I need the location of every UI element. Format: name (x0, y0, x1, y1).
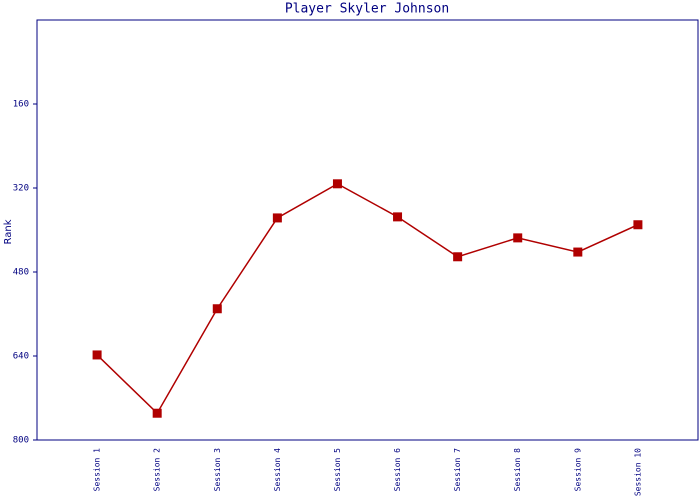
x-tick-label: Session 3 (213, 448, 222, 492)
y-tick-label: 320 (13, 184, 29, 194)
x-tick-label: Session 6 (393, 448, 402, 492)
marker (272, 213, 282, 223)
x-tick-label: Session 9 (573, 448, 582, 492)
y-axis-label: Rank (3, 219, 14, 244)
y-tick-label: 480 (13, 268, 29, 278)
marker (92, 350, 102, 360)
x-tick-label: Session 10 (633, 448, 642, 496)
y-tick-label: 800 (13, 436, 29, 446)
marker (633, 220, 643, 230)
x-tick-label: Session 1 (93, 448, 102, 492)
chart-title: Player Skyler Johnson (285, 2, 449, 17)
marker (212, 304, 222, 314)
marker (513, 233, 523, 243)
x-tick-label: Session 4 (273, 448, 282, 492)
marker (393, 212, 403, 222)
marker (573, 247, 583, 257)
x-tick-label: Session 5 (333, 448, 342, 492)
x-tick-label: Session 2 (153, 448, 162, 492)
x-tick-label: Session 7 (453, 448, 462, 492)
x-tick-label: Session 8 (513, 448, 522, 492)
marker (453, 252, 463, 262)
plot-frame (36, 19, 699, 441)
y-tick-label: 160 (13, 100, 29, 110)
marker (332, 179, 342, 189)
y-tick-label: 640 (13, 352, 29, 362)
marker (152, 408, 162, 418)
line (96, 182, 639, 415)
